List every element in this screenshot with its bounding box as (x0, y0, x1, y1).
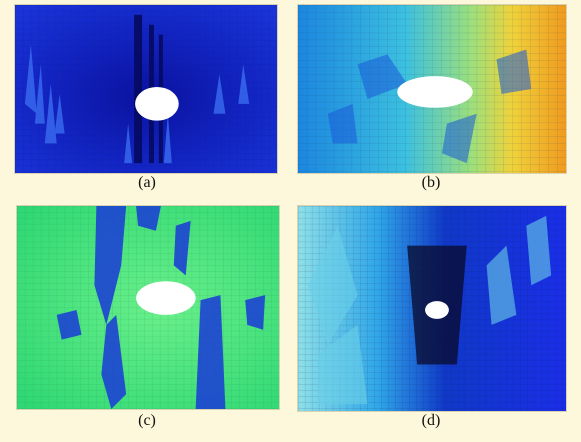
panel-b-image (298, 5, 566, 173)
panel-b-surface-plot (297, 4, 567, 174)
panel-a-image (15, 5, 277, 173)
panel-a-surface-plot (14, 4, 278, 174)
panel-c-image (17, 206, 279, 409)
panel-b-hole (397, 76, 473, 108)
panel-b-caption: (b) (421, 174, 441, 191)
panel-d-surface-plot (297, 205, 567, 412)
panel-d-hole (425, 301, 449, 319)
panel-c-surface-plot (16, 205, 280, 410)
panel-a-caption: (a) (138, 174, 156, 191)
panel-c-hole (136, 281, 196, 315)
panel-c-caption: (c) (138, 412, 156, 429)
panel-d-caption: (d) (421, 412, 441, 429)
panel-d-image (298, 206, 566, 411)
panel-a-hole (135, 87, 179, 121)
